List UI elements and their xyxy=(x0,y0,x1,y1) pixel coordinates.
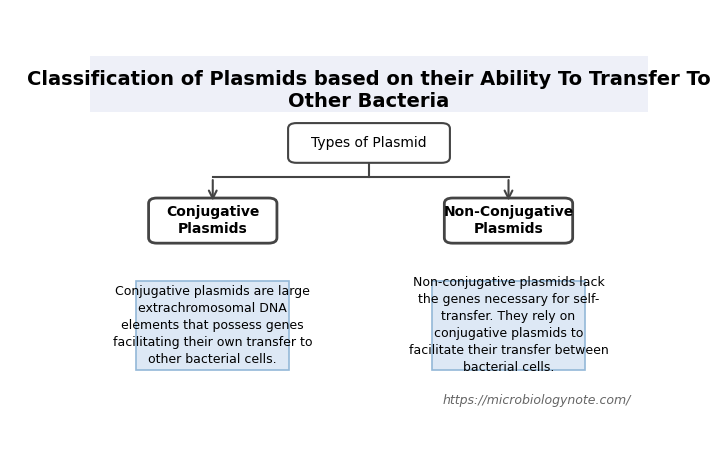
Text: Non-Conjugative
Plasmids: Non-Conjugative Plasmids xyxy=(444,205,574,236)
FancyBboxPatch shape xyxy=(444,198,572,243)
Text: Non-conjugative plasmids lack
the genes necessary for self-
transfer. They rely : Non-conjugative plasmids lack the genes … xyxy=(409,276,608,374)
Text: Conjugative plasmids are large
extrachromosomal DNA
elements that possess genes
: Conjugative plasmids are large extrachro… xyxy=(113,285,312,366)
FancyBboxPatch shape xyxy=(90,56,648,112)
FancyBboxPatch shape xyxy=(288,123,450,163)
FancyBboxPatch shape xyxy=(432,281,585,370)
FancyBboxPatch shape xyxy=(148,198,277,243)
Text: https://microbiologynote.com/: https://microbiologynote.com/ xyxy=(443,393,631,407)
Text: Types of Plasmid: Types of Plasmid xyxy=(311,136,427,150)
Text: Classification of Plasmids based on their Ability To Transfer To
Other Bacteria: Classification of Plasmids based on thei… xyxy=(27,70,711,111)
FancyBboxPatch shape xyxy=(136,281,289,370)
Text: Conjugative
Plasmids: Conjugative Plasmids xyxy=(166,205,259,236)
